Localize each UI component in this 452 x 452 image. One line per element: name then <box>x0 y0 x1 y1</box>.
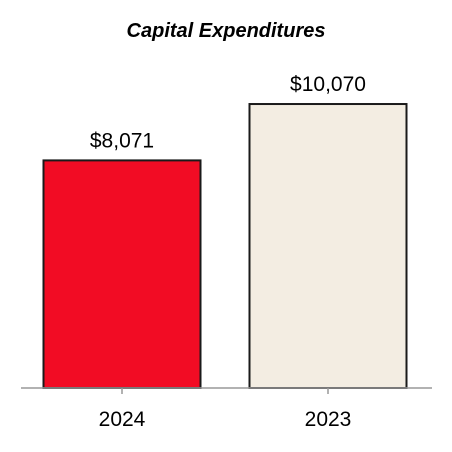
bar-2024 <box>42 159 202 389</box>
chart-title: Capital Expenditures <box>127 20 326 42</box>
data-label-2023: $10,070 <box>290 73 366 96</box>
x-tick-label-2023: 2023 <box>305 408 352 431</box>
x-ticks-group: 2024 2023 <box>99 388 352 431</box>
bars-group: $8,071 $10,070 <box>42 73 408 389</box>
bar-2023 <box>248 103 408 389</box>
x-tick-label-2024: 2024 <box>99 408 146 431</box>
data-label-2024: $8,071 <box>90 129 154 152</box>
